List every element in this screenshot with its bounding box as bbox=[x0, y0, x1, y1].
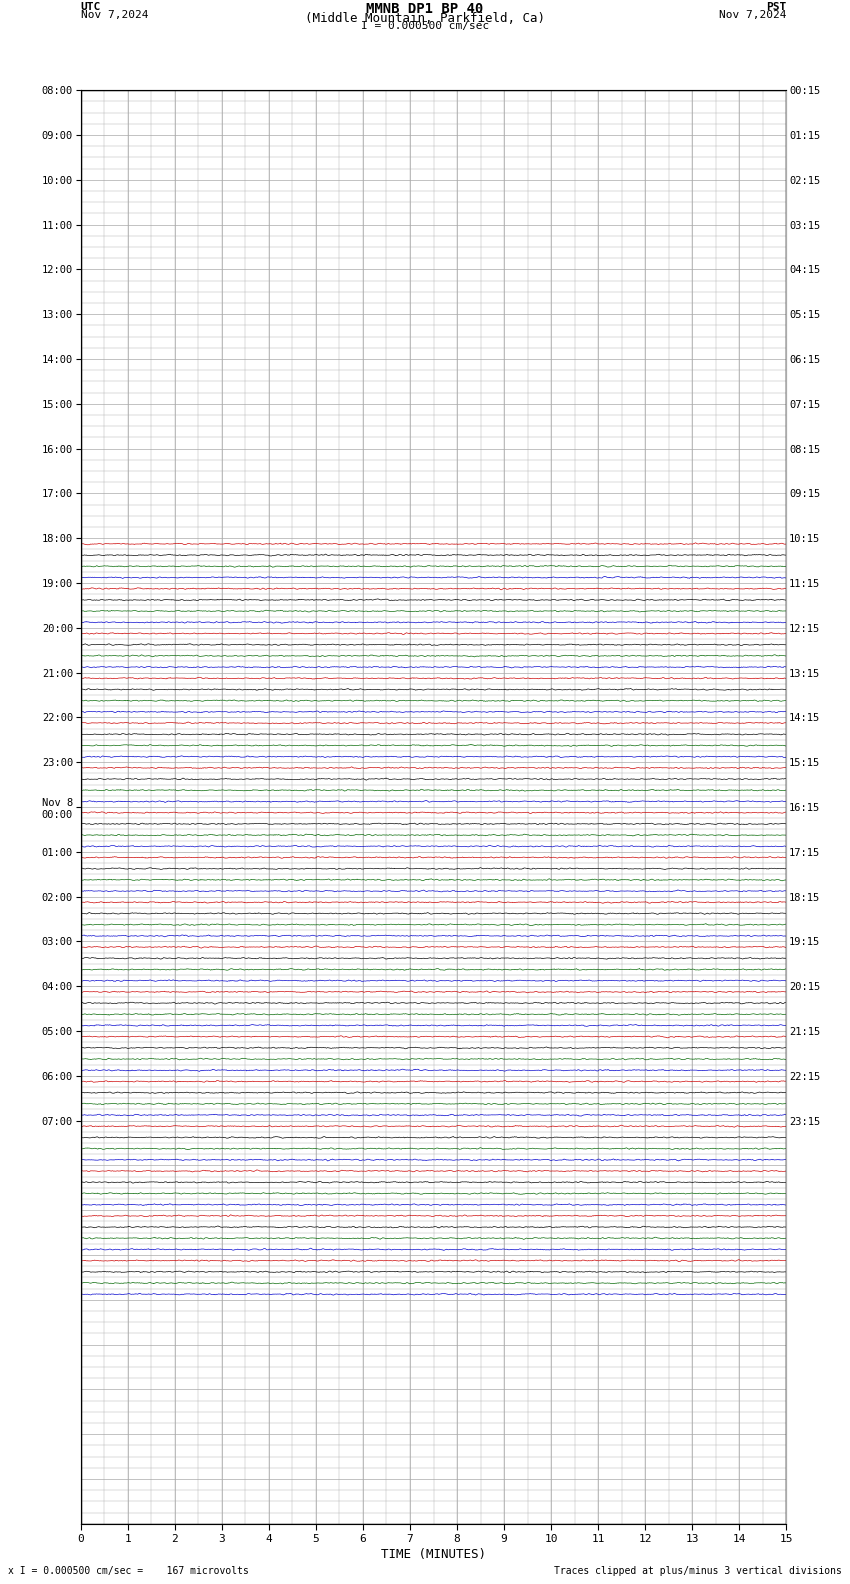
Text: UTC: UTC bbox=[81, 2, 101, 13]
Text: I = 0.000500 cm/sec: I = 0.000500 cm/sec bbox=[361, 21, 489, 32]
Text: (Middle Mountain, Parkfield, Ca): (Middle Mountain, Parkfield, Ca) bbox=[305, 11, 545, 25]
Text: Traces clipped at plus/minus 3 vertical divisions: Traces clipped at plus/minus 3 vertical … bbox=[553, 1567, 842, 1576]
Text: MMNB DP1 BP 40: MMNB DP1 BP 40 bbox=[366, 2, 484, 16]
Text: PST: PST bbox=[766, 2, 786, 13]
Text: Nov 7,2024: Nov 7,2024 bbox=[719, 10, 786, 21]
Text: Nov 7,2024: Nov 7,2024 bbox=[81, 10, 148, 21]
Text: x I = 0.000500 cm/sec =    167 microvolts: x I = 0.000500 cm/sec = 167 microvolts bbox=[8, 1567, 249, 1576]
X-axis label: TIME (MINUTES): TIME (MINUTES) bbox=[381, 1549, 486, 1562]
